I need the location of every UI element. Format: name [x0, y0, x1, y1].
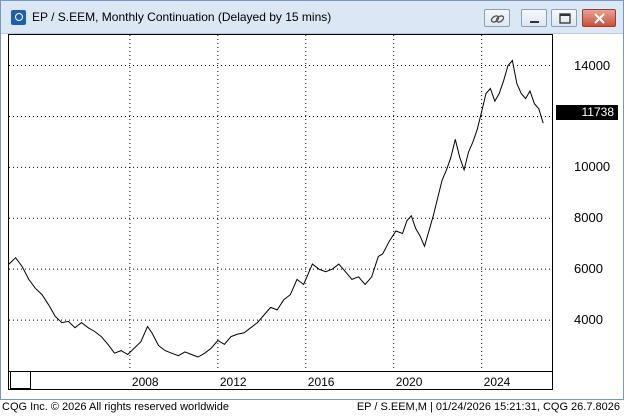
close-icon	[594, 13, 605, 24]
time-axis[interactable]	[8, 372, 553, 390]
y-tick-label: 14000	[574, 57, 611, 73]
chart-plot-area[interactable]	[8, 34, 553, 372]
price-series-line	[8, 59, 544, 358]
y-tick-label: 8000	[574, 210, 603, 226]
y-tick-label: 6000	[574, 261, 603, 277]
title-bar[interactable]: EP / S.EEM, Monthly Continuation (Delaye…	[1, 1, 623, 34]
close-button[interactable]	[582, 9, 616, 27]
x-tick-label: 2016	[307, 375, 335, 389]
minimize-button[interactable]	[521, 9, 547, 27]
x-tick-label: 2012	[219, 375, 247, 389]
maximize-icon	[559, 13, 571, 24]
footer-status: EP / S.EEM,M | 01/24/2026 15:21:31, CQG …	[356, 401, 620, 413]
price-chart	[8, 35, 552, 371]
x-tick-label: 2008	[131, 375, 159, 389]
maximize-button[interactable]	[551, 9, 577, 27]
minimize-icon	[530, 21, 539, 23]
window-title: EP / S.EEM, Monthly Continuation (Delaye…	[32, 10, 332, 24]
y-tick-label: 10000	[574, 159, 611, 175]
price-axis[interactable]	[554, 35, 623, 373]
x-tick-label: 2024	[483, 375, 511, 389]
y-tick-label: 4000	[574, 312, 603, 328]
x-tick-label: 2020	[395, 375, 423, 389]
time-axis-corner-box[interactable]	[10, 371, 31, 389]
link-icon	[490, 15, 505, 23]
link-button[interactable]	[484, 9, 510, 27]
last-price-label: 11738	[556, 105, 618, 120]
cqg-app-icon	[11, 10, 26, 25]
footer-copyright: CQG Inc. © 2026 All rights reserved worl…	[2, 401, 229, 413]
